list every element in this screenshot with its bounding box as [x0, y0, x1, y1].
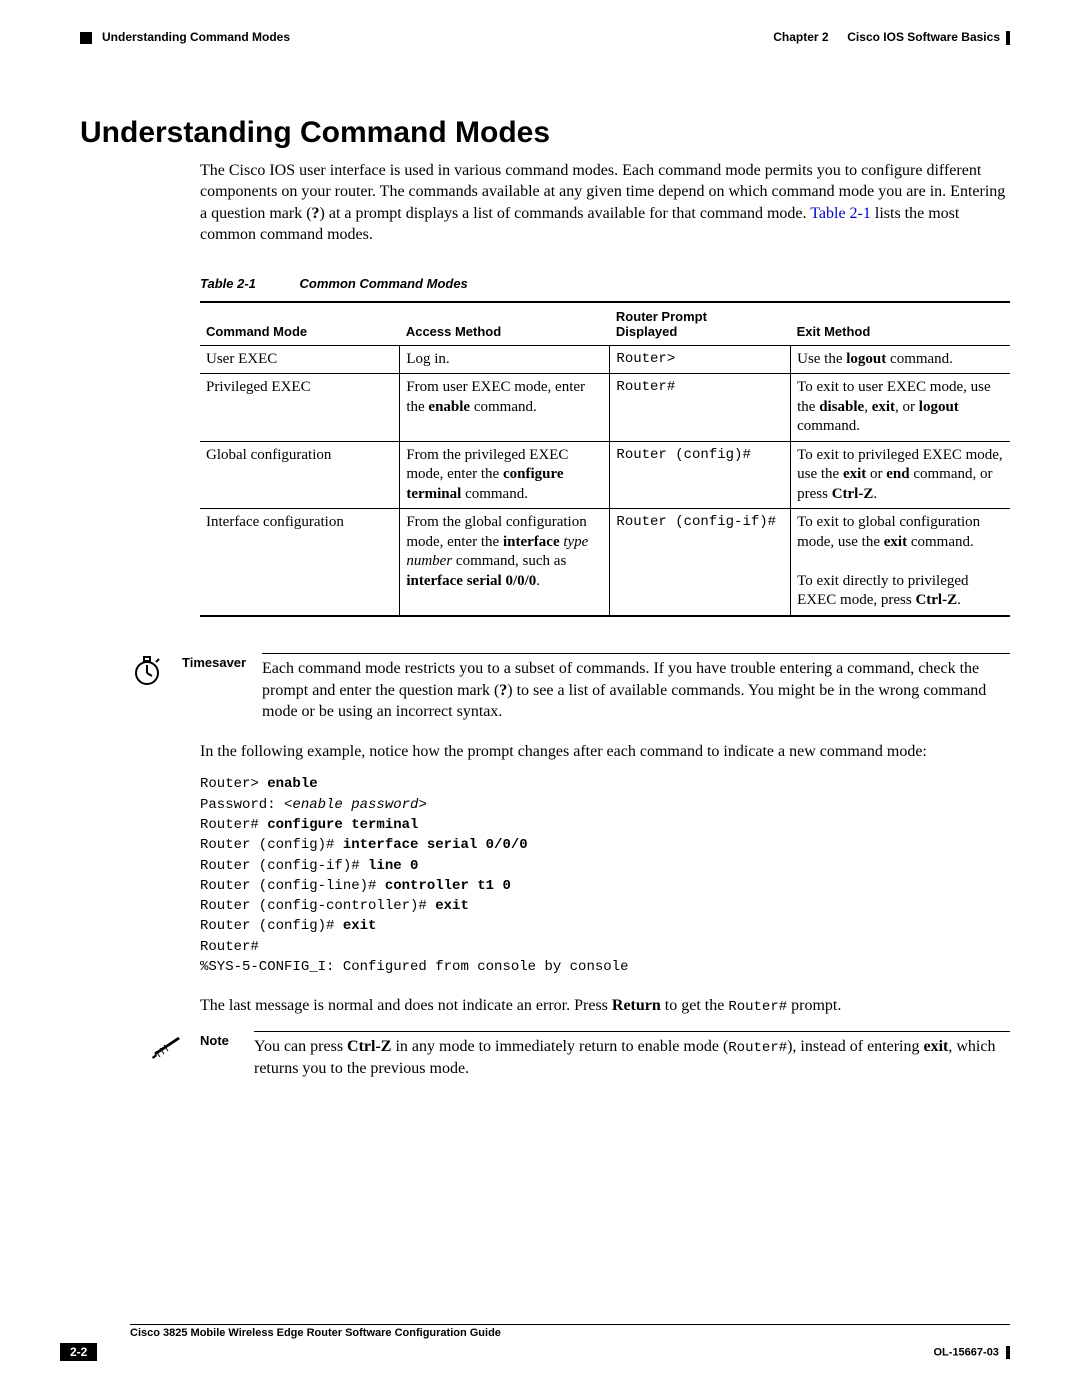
footer-doc-id: OL-15667-03 — [934, 1346, 1011, 1359]
cell-prompt: Router (config)# — [610, 441, 791, 509]
cell-prompt: Router# — [610, 374, 791, 442]
timesaver-label: Timesaver — [182, 653, 248, 723]
table-title: Common Command Modes — [300, 276, 468, 291]
cell-exit: To exit to global configuration mode, us… — [791, 509, 1010, 616]
table-row: Privileged EXECFrom user EXEC mode, ente… — [200, 374, 1010, 442]
cell-mode: Privileged EXEC — [200, 374, 400, 442]
code-example: Router> enable Password: <enable passwor… — [200, 774, 1010, 977]
cell-mode: Global configuration — [200, 441, 400, 509]
page-footer: Cisco 3825 Mobile Wireless Edge Router S… — [60, 1324, 1010, 1361]
cell-exit: To exit to privileged EXEC mode, use the… — [791, 441, 1010, 509]
th-exit: Exit Method — [791, 302, 1010, 346]
timesaver-icon — [130, 653, 168, 723]
table-header-row: Command Mode Access Method Router Prompt… — [200, 302, 1010, 346]
cell-exit: To exit to user EXEC mode, use the disab… — [791, 374, 1010, 442]
table-row: Interface configurationFrom the global c… — [200, 509, 1010, 616]
footer-bar-icon — [1006, 1346, 1010, 1359]
th-prompt: Router PromptDisplayed — [610, 302, 791, 346]
table-ref-link[interactable]: Table 2-1 — [810, 205, 871, 222]
table-caption: Table 2-1 Common Command Modes — [200, 276, 1010, 291]
timesaver-text: Each command mode restricts you to a sub… — [262, 653, 1010, 723]
header-right: Chapter 2 Cisco IOS Software Basics — [773, 30, 1010, 46]
page: Understanding Command Modes Chapter 2 Ci… — [0, 0, 1080, 1397]
footer-book-title: Cisco 3825 Mobile Wireless Edge Router S… — [130, 1325, 1010, 1339]
example-intro: In the following example, notice how the… — [200, 741, 1010, 763]
th-mode: Command Mode — [200, 302, 400, 346]
table-number: Table 2-1 — [200, 276, 256, 291]
cell-exit: Use the logout command. — [791, 345, 1010, 374]
header-chapter-title: Cisco IOS Software Basics — [847, 30, 1000, 46]
after-code-text: The last message is normal and does not … — [200, 995, 1010, 1017]
note-label: Note — [200, 1031, 240, 1079]
footer-bottom: 2-2 OL-15667-03 — [60, 1343, 1010, 1361]
footer-doc-text: OL-15667-03 — [934, 1346, 999, 1358]
header-left: Understanding Command Modes — [80, 30, 290, 46]
note-callout: Note You can press Ctrl-Z in any mode to… — [150, 1031, 1010, 1079]
command-modes-table: Command Mode Access Method Router Prompt… — [200, 301, 1010, 617]
note-text: You can press Ctrl-Z in any mode to imme… — [254, 1031, 1010, 1079]
cell-access: From the global configuration mode, ente… — [400, 509, 610, 616]
th-access: Access Method — [400, 302, 610, 346]
header-chapter-prefix: Chapter 2 — [773, 30, 828, 46]
cell-prompt: Router> — [610, 345, 791, 374]
header-section: Understanding Command Modes — [102, 30, 290, 46]
cell-access: From user EXEC mode, enter the enable co… — [400, 374, 610, 442]
header-marker-icon — [80, 32, 92, 44]
intro-qmark: ? — [312, 205, 320, 222]
intro-paragraph: The Cisco IOS user interface is used in … — [200, 160, 1010, 246]
table-row: User EXECLog in.Router>Use the logout co… — [200, 345, 1010, 374]
page-number: 2-2 — [60, 1343, 97, 1361]
cell-access: Log in. — [400, 345, 610, 374]
header-bar-icon — [1006, 31, 1010, 45]
page-title: Understanding Command Modes — [80, 116, 1010, 150]
table-row: Global configurationFrom the privileged … — [200, 441, 1010, 509]
cell-access: From the privileged EXEC mode, enter the… — [400, 441, 610, 509]
page-header: Understanding Command Modes Chapter 2 Ci… — [80, 30, 1010, 46]
cell-mode: User EXEC — [200, 345, 400, 374]
cell-prompt: Router (config-if)# — [610, 509, 791, 616]
timesaver-callout: Timesaver Each command mode restricts yo… — [130, 653, 1010, 723]
intro-text2: ) at a prompt displays a list of command… — [320, 205, 811, 222]
cell-mode: Interface configuration — [200, 509, 400, 616]
note-icon — [150, 1031, 186, 1079]
